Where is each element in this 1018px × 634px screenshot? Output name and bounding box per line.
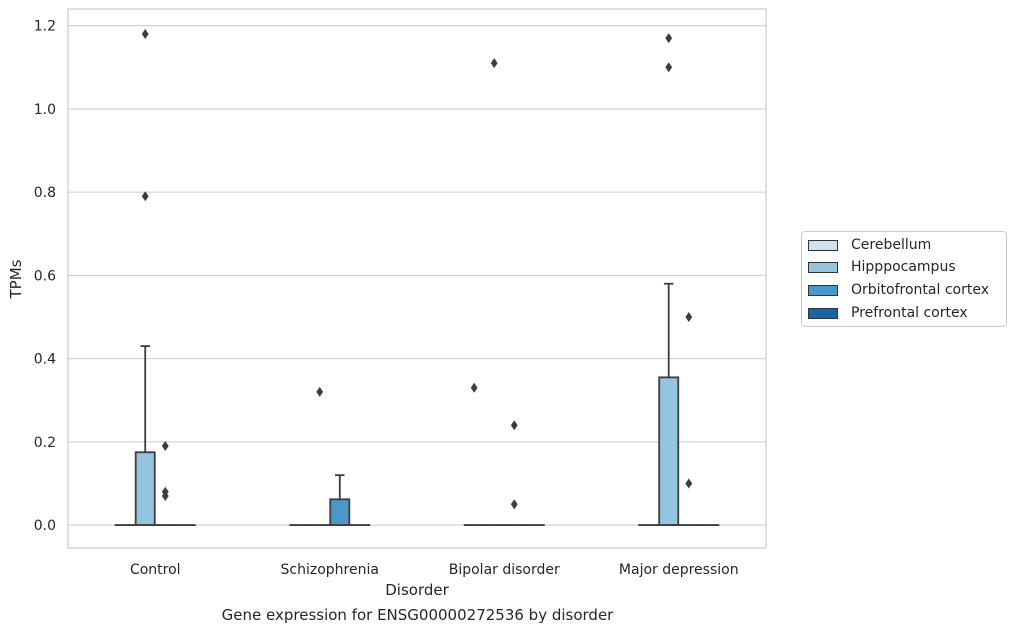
legend-item-prefrontal-cortex: Prefrontal cortex [808,304,968,322]
legend-label: Orbitofrontal cortex [851,282,989,298]
y-axis-label: TPMs [7,259,25,299]
y-tick-labels: 0.0 0.2 0.4 0.6 0.8 1.0 1.2 [34,19,56,534]
legend-item-hippocampus: Hipppocampus [808,258,956,276]
boxes [114,282,720,527]
y-tick-label: 0.0 [34,518,56,534]
y-tick-label: 1.2 [34,19,56,35]
outlier-point [665,33,673,44]
x-tick-label: Bipolar disorder [449,562,560,578]
y-tick-label: 0.6 [34,268,56,284]
legend-label: Cerebellum [851,237,932,253]
y-tick-label: 0.2 [34,435,56,451]
outlier-point [161,486,169,497]
outlier-point [490,58,498,69]
outlier-point [470,382,478,393]
y-tick-label: 0.4 [34,352,56,368]
legend-swatch [808,261,838,273]
legend-item-orbitofrontal-cortex: Orbitofrontal cortex [808,281,989,299]
outliers [141,28,693,510]
y-tick-label: 1.0 [34,102,56,118]
outlier-point [141,28,149,39]
outlier-point [685,478,693,489]
x-tick-label: Schizophrenia [281,562,379,578]
outlier-point [665,62,673,73]
legend-label: Hipppocampus [851,259,956,275]
outlier-point [510,420,518,431]
box-body [658,376,680,527]
x-tick-labels: Control Schizophrenia Bipolar disorder Majo… [130,562,739,578]
box-2-1 [329,474,351,527]
x-tick-label: Control [130,562,181,578]
plot-frame [67,8,767,549]
figure-caption: Gene expression for ENSG00000272536 by d… [221,606,614,624]
outlier-point [685,312,693,322]
box-body [329,498,351,527]
y-tick-label: 0.8 [34,185,56,201]
gridlines [68,25,766,526]
outlier-point [161,441,169,452]
legend-item-cerebellum: Cerebellum [808,236,931,254]
outlier-point [316,386,324,397]
outlier-point [510,499,518,510]
legend-swatch [808,284,838,296]
legend-swatch [808,307,838,319]
legend: Cerebellum Hipppocampus Orbitofrontal co… [801,231,1007,327]
box-1-0 [134,345,156,527]
box-body [134,451,156,527]
outlier-point [141,191,149,202]
box-1-3 [658,282,680,527]
x-axis-label: Disorder [385,581,449,599]
legend-swatch [808,239,838,251]
x-tick-label: Major depression [619,562,739,578]
legend-label: Prefrontal cortex [851,305,968,321]
